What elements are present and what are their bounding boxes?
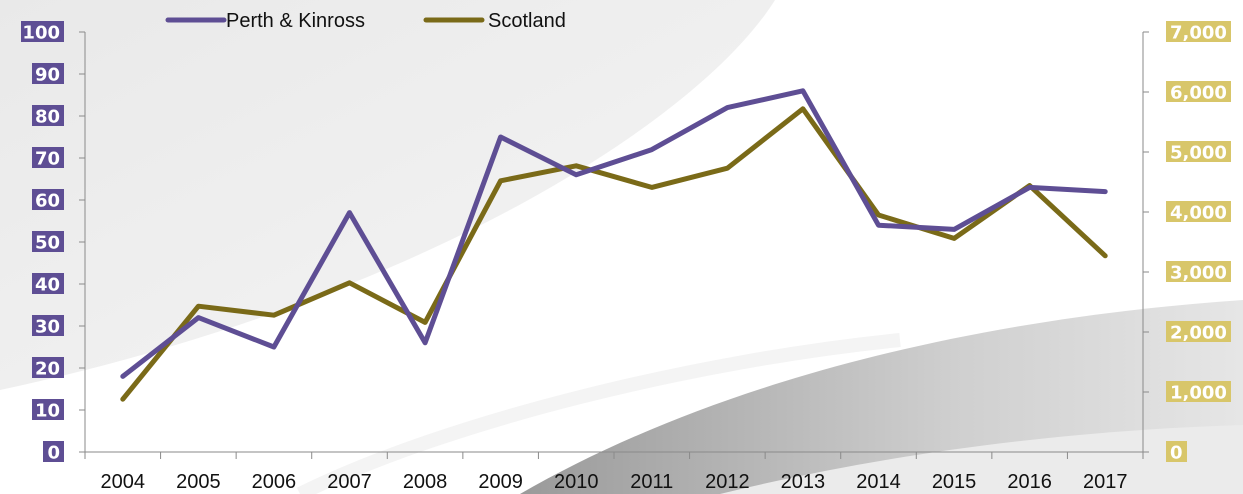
legend: Perth & Kinross Scotland <box>165 10 566 32</box>
left-tick-label-bg <box>32 189 64 210</box>
right-tick-label: 0 <box>1166 441 1187 464</box>
left-tick-label: 80 <box>32 105 64 128</box>
left-tick-label-bg <box>32 147 64 168</box>
left-tick-label: 10 <box>32 399 64 422</box>
chart-axes <box>79 31 1149 459</box>
x-tick-label: 2014 <box>856 471 901 493</box>
right-tick-label: 5,000 <box>1166 141 1231 164</box>
right-tick-label-bg <box>1166 441 1187 462</box>
x-tick-label: 2008 <box>403 471 448 493</box>
left-tick-label-bg <box>32 105 64 126</box>
legend-item: Perth & Kinross <box>165 10 365 32</box>
series-lines <box>120 88 1108 402</box>
left-tick-label-text: 40 <box>35 275 60 296</box>
x-tick-label: 2009 <box>478 471 523 493</box>
legend-label: Perth & Kinross <box>226 10 365 32</box>
x-tick-label: 2017 <box>1083 471 1128 493</box>
left-tick-label: 20 <box>32 357 64 380</box>
series-line-scotland <box>120 106 1108 402</box>
x-tick-label: 2006 <box>252 471 297 493</box>
left-axis-labels: 0 10 20 30 40 50 60 70 80 90 100 <box>21 21 64 464</box>
left-tick-label: 30 <box>32 315 64 338</box>
left-tick-label-text: 30 <box>35 317 60 338</box>
left-tick-label-bg <box>32 273 64 294</box>
left-tick-label: 70 <box>32 147 64 170</box>
x-tick-label: 2016 <box>1007 471 1052 493</box>
x-tick-label: 2015 <box>932 471 977 493</box>
right-tick-label-text: 0 <box>1170 443 1183 464</box>
right-tick-label: 2,000 <box>1166 321 1231 344</box>
left-tick-label-bg <box>32 399 64 420</box>
left-tick-label-bg <box>32 357 64 378</box>
right-tick-label-text: 6,000 <box>1170 83 1227 104</box>
right-tick-label: 3,000 <box>1166 261 1231 284</box>
right-tick-label: 4,000 <box>1166 201 1231 224</box>
right-tick-label: 6,000 <box>1166 81 1231 104</box>
right-tick-label-bg <box>1166 261 1231 282</box>
left-tick-label-bg <box>32 231 64 252</box>
left-tick-label: 90 <box>32 63 64 86</box>
left-tick-label-text: 90 <box>35 65 60 86</box>
left-tick-label-text: 70 <box>35 149 60 170</box>
right-tick-label-text: 3,000 <box>1170 263 1227 284</box>
x-tick-label: 2004 <box>101 471 146 493</box>
left-tick-label: 50 <box>32 231 64 254</box>
left-tick-label: 100 <box>21 21 64 44</box>
right-tick-label-bg <box>1166 81 1231 102</box>
x-tick-label: 2013 <box>781 471 826 493</box>
x-tick-label: 2010 <box>554 471 599 493</box>
x-axis-labels: 2004 2005 2006 2007 2008 2009 2010 2011 2012 2013… <box>101 471 1128 493</box>
left-tick-label-text: 100 <box>22 23 60 44</box>
series-line-perth-kinross <box>120 88 1108 379</box>
left-tick-label-bg <box>21 21 64 42</box>
left-tick-label-bg <box>32 315 64 336</box>
right-tick-label-text: 2,000 <box>1170 323 1227 344</box>
right-tick-label: 1,000 <box>1166 381 1231 404</box>
right-tick-label: 7,000 <box>1166 21 1231 44</box>
right-tick-label-text: 5,000 <box>1170 143 1227 164</box>
legend-label: Scotland <box>488 10 566 32</box>
right-tick-label-text: 4,000 <box>1170 203 1227 224</box>
left-tick-label-text: 50 <box>35 233 60 254</box>
left-tick-label: 0 <box>43 441 64 464</box>
right-tick-label-bg <box>1166 201 1231 222</box>
left-tick-label-bg <box>32 63 64 84</box>
right-tick-label-bg <box>1166 141 1231 162</box>
x-tick-label: 2012 <box>705 471 750 493</box>
right-axis-labels: 0 1,000 2,000 3,000 4,000 5,000 6,000 7,000 <box>1166 21 1231 464</box>
legend-item: Scotland <box>423 10 566 32</box>
left-tick-label: 60 <box>32 189 64 212</box>
x-tick-label: 2011 <box>630 471 673 493</box>
right-tick-label-bg <box>1166 321 1231 342</box>
left-tick-label-text: 0 <box>47 443 60 464</box>
right-tick-label-bg <box>1166 381 1231 402</box>
right-tick-label-text: 7,000 <box>1170 23 1227 44</box>
left-tick-label-text: 20 <box>35 359 60 380</box>
left-tick-label: 40 <box>32 273 64 296</box>
left-tick-label-bg <box>43 441 64 462</box>
left-tick-label-text: 10 <box>35 401 60 422</box>
left-tick-label-text: 60 <box>35 191 60 212</box>
right-tick-label-text: 1,000 <box>1170 383 1227 404</box>
x-tick-label: 2007 <box>327 471 372 493</box>
x-tick-label: 2005 <box>176 471 221 493</box>
right-tick-label-bg <box>1166 21 1231 42</box>
left-tick-label-text: 80 <box>35 107 60 128</box>
